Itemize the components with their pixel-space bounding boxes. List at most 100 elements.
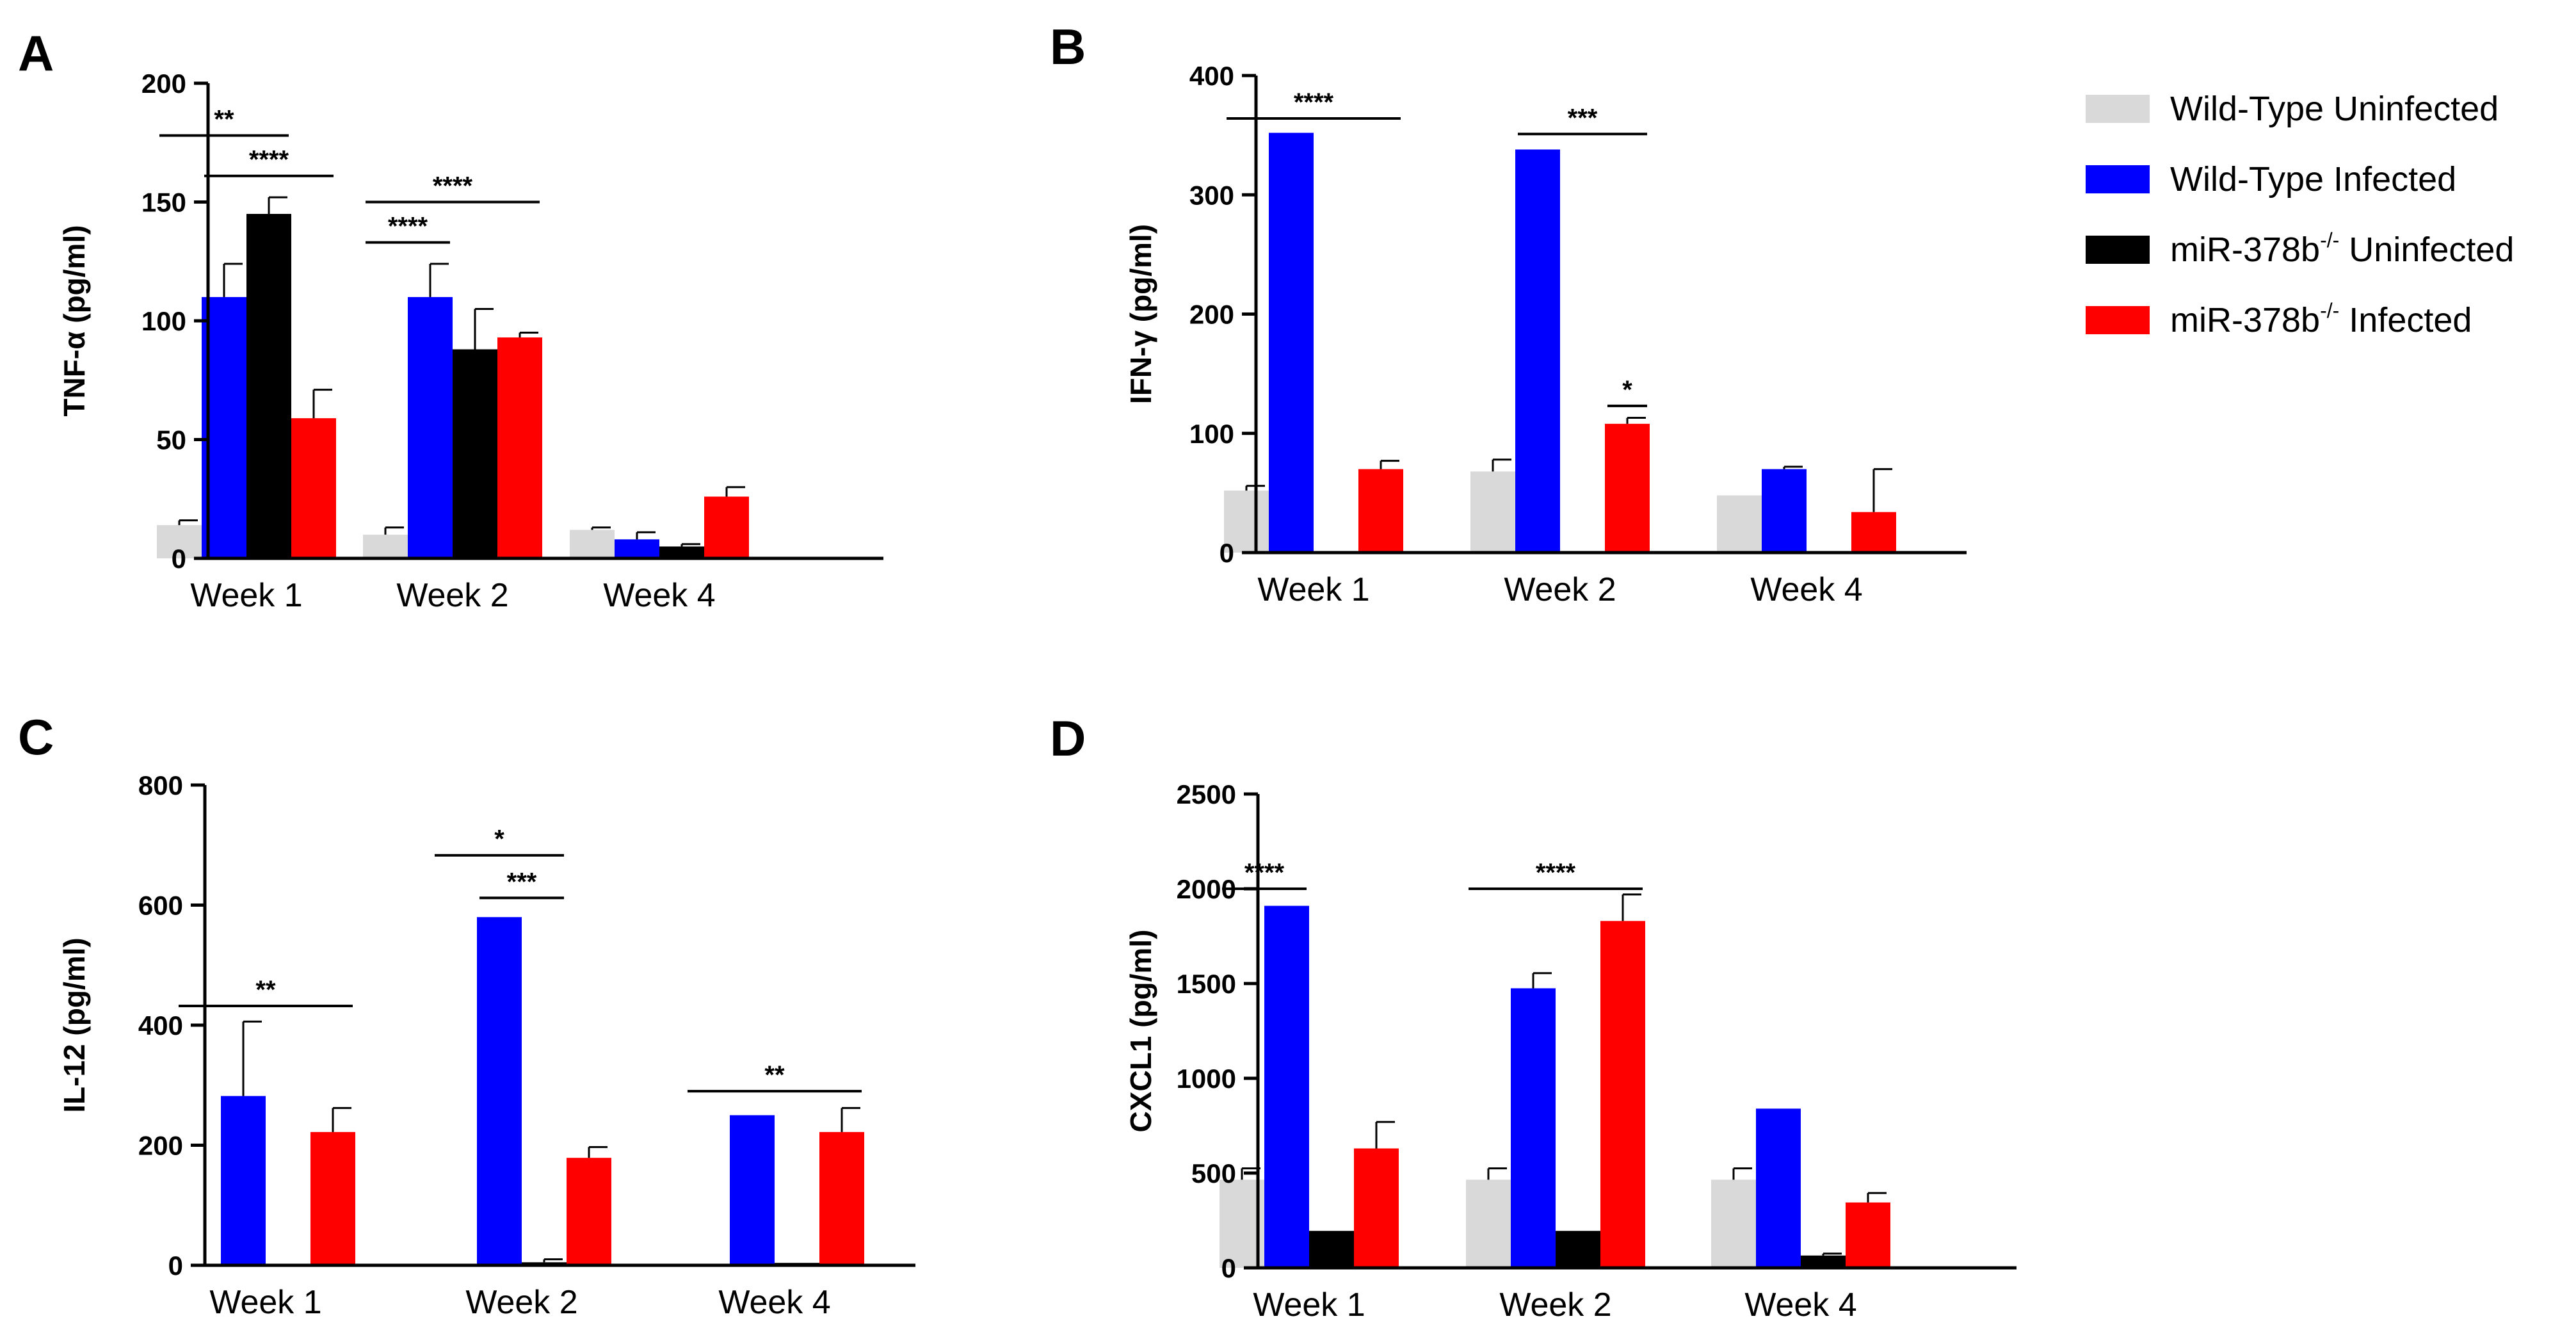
y-tick-label-b-300: 300 xyxy=(1189,180,1234,210)
y-tick-label-b-100: 100 xyxy=(1189,419,1234,449)
bar-d-mir-378b-uninfected-week-4 xyxy=(1801,1255,1846,1268)
svg-text:miR-378b-/- Uninfected: miR-378b-/- Uninfected xyxy=(2170,229,2514,269)
legend-label-ko-uninfected-rest: Uninfected xyxy=(2339,231,2514,269)
panel-letter-d: D xyxy=(1050,710,1086,766)
bar-b-mir-378b-infected-week-2 xyxy=(1605,423,1650,553)
y-tick-label-c-200: 200 xyxy=(138,1131,183,1161)
x-tick-label-d-week-2: Week 2 xyxy=(1499,1286,1611,1324)
bar-a-mir-378b-uninfected-week-4 xyxy=(659,546,704,558)
significance-label-a-0: ** xyxy=(214,106,234,134)
legend: Wild-Type Uninfected Wild-Type Infected … xyxy=(2086,90,2514,339)
y-tick-label-a-150: 150 xyxy=(141,188,186,218)
bar-a-wild-type-infected-week-4 xyxy=(615,539,659,558)
legend-swatch-ko-uninfected xyxy=(2086,236,2150,264)
bar-c-wild-type-infected-week-4 xyxy=(730,1115,775,1265)
y-tick-label-a-100: 100 xyxy=(141,306,186,336)
bar-d-mir-378b-uninfected-week-2 xyxy=(1556,1231,1600,1268)
panels: A TNF-α (pg/ml) 0 50 100 150 200 Week 1 Week 2 We… xyxy=(18,19,2017,1324)
bar-a-wild-type-uninfected-week-4 xyxy=(570,530,615,558)
y-tick-label-a-0: 0 xyxy=(172,544,186,574)
y-tick-label-d-500: 500 xyxy=(1191,1158,1236,1188)
legend-item-wt-uninfected: Wild-Type Uninfected xyxy=(2086,90,2499,128)
bar-d-wild-type-infected-week-4 xyxy=(1756,1108,1801,1268)
svg-text:Wild-Type Uninfected: Wild-Type Uninfected xyxy=(2170,90,2499,128)
legend-label-ko-uninfected-sup: -/- xyxy=(2320,229,2339,252)
y-axis-label-b: IFN-γ (pg/ml) xyxy=(1124,224,1157,404)
y-tick-label-d-2500: 2500 xyxy=(1177,779,1236,809)
significance-label-c-0: ** xyxy=(255,976,276,1004)
y-tick-label-c-0: 0 xyxy=(168,1251,183,1281)
bar-c-mir-378b-infected-week-1 xyxy=(310,1131,355,1265)
bar-c-wild-type-infected-week-2 xyxy=(477,917,522,1265)
svg-text:miR-378b-/- Infected: miR-378b-/- Infected xyxy=(2170,299,2472,339)
legend-label-ko-uninfected-base: miR-378b xyxy=(2170,231,2320,269)
bar-d-wild-type-uninfected-week-2 xyxy=(1466,1179,1511,1268)
y-tick-label-b-0: 0 xyxy=(1220,538,1234,568)
legend-label-wt-infected: Wild-Type Infected xyxy=(2170,160,2456,199)
bar-a-mir-378b-uninfected-week-1 xyxy=(246,214,291,558)
y-tick-label-a-50: 50 xyxy=(156,425,186,455)
chart-panel-b: B IFN-γ (pg/ml) 0 100 200 300 400 Week 1 Week 2 W… xyxy=(1050,19,1967,608)
significance-label-d-0: **** xyxy=(1244,859,1285,887)
x-tick-label-c-week-2: Week 2 xyxy=(465,1284,577,1321)
y-tick-label-d-1000: 1000 xyxy=(1177,1064,1236,1094)
y-axis-label-c: IL-12 (pg/ml) xyxy=(58,937,91,1112)
x-tick-label-a-week-2: Week 2 xyxy=(396,577,508,614)
x-tick-label-c-week-1: Week 1 xyxy=(209,1284,321,1321)
y-axis-label-d: CXCL1 (pg/ml) xyxy=(1124,930,1157,1133)
legend-label-ko-infected-rest: Infected xyxy=(2339,301,2472,339)
x-tick-label-b-week-1: Week 1 xyxy=(1257,571,1369,608)
bar-b-mir-378b-infected-week-1 xyxy=(1358,469,1403,553)
legend-swatch-wt-infected xyxy=(2086,165,2150,193)
significance-label-c-1: * xyxy=(494,825,504,854)
panel-letter-b: B xyxy=(1050,19,1086,75)
legend-item-ko-uninfected: miR-378b-/- Uninfected xyxy=(2086,229,2514,269)
legend-swatch-wt-uninfected xyxy=(2086,95,2150,123)
bar-b-wild-type-infected-week-2 xyxy=(1515,149,1560,553)
y-tick-label-d-0: 0 xyxy=(1221,1253,1236,1283)
x-tick-label-b-week-2: Week 2 xyxy=(1504,571,1616,608)
significance-label-b-1: *** xyxy=(1568,104,1598,132)
bar-d-mir-378b-infected-week-1 xyxy=(1354,1148,1399,1268)
panel-letter-a: A xyxy=(18,25,54,81)
bar-c-mir-378b-infected-week-2 xyxy=(567,1158,611,1265)
bar-b-wild-type-infected-week-4 xyxy=(1762,469,1807,553)
legend-label-ko-infected-base: miR-378b xyxy=(2170,301,2320,339)
significance-label-a-3: **** xyxy=(388,213,428,241)
bar-b-wild-type-uninfected-week-4 xyxy=(1717,495,1762,553)
legend-label-ko-infected-sup: -/- xyxy=(2320,299,2339,322)
svg-text:Wild-Type Infected: Wild-Type Infected xyxy=(2170,160,2456,199)
bar-b-wild-type-uninfected-week-2 xyxy=(1470,471,1515,553)
legend-swatch-ko-infected xyxy=(2086,306,2150,334)
bar-d-mir-378b-uninfected-week-1 xyxy=(1309,1231,1354,1268)
bar-a-wild-type-uninfected-week-1 xyxy=(157,525,202,558)
bar-c-mir-378b-infected-week-4 xyxy=(819,1131,864,1265)
significance-label-b-0: **** xyxy=(1294,88,1334,117)
bar-a-wild-type-infected-week-2 xyxy=(408,296,453,558)
y-tick-label-c-600: 600 xyxy=(138,891,183,921)
significance-label-c-2: *** xyxy=(507,868,537,896)
significance-label-c-3: ** xyxy=(764,1061,785,1089)
bar-d-wild-type-infected-week-2 xyxy=(1511,988,1556,1268)
legend-item-wt-infected: Wild-Type Infected xyxy=(2086,160,2456,199)
bar-b-wild-type-infected-week-1 xyxy=(1269,133,1314,553)
y-axis-label-a: TNF-α (pg/ml) xyxy=(58,225,91,416)
chart-panel-a: A TNF-α (pg/ml) 0 50 100 150 200 Week 1 Week 2 We… xyxy=(18,25,883,614)
y-tick-label-a-200: 200 xyxy=(141,69,186,99)
bar-a-mir-378b-infected-week-4 xyxy=(704,496,749,558)
significance-label-b-2: * xyxy=(1622,376,1632,404)
y-tick-label-c-800: 800 xyxy=(138,770,183,800)
x-tick-label-d-week-4: Week 4 xyxy=(1744,1286,1856,1324)
x-tick-label-d-week-1: Week 1 xyxy=(1253,1286,1365,1324)
chart-panel-c: C IL-12 (pg/ml) 0 200 400 600 800 Week 1 Week 2 W… xyxy=(18,709,915,1321)
bar-b-mir-378b-infected-week-4 xyxy=(1851,512,1896,553)
bar-a-mir-378b-uninfected-week-2 xyxy=(453,349,497,558)
significance-label-a-1: **** xyxy=(249,146,289,174)
y-tick-label-b-400: 400 xyxy=(1189,61,1234,91)
panel-letter-c: C xyxy=(18,709,54,765)
bar-a-wild-type-uninfected-week-2 xyxy=(363,534,408,558)
significance-label-a-2: **** xyxy=(433,172,473,200)
y-tick-label-d-1500: 1500 xyxy=(1177,969,1236,999)
x-tick-label-a-week-1: Week 1 xyxy=(190,577,302,614)
